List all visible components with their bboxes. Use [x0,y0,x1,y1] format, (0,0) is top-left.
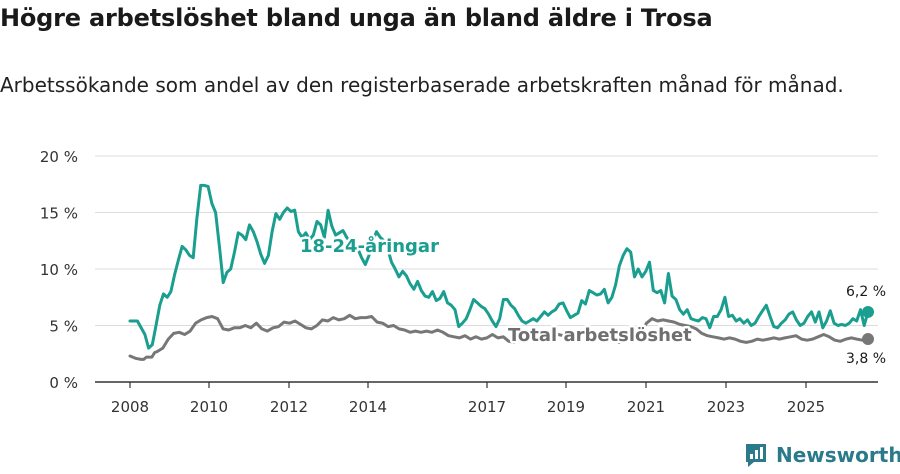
x-tick-label: 2023 [707,398,745,416]
y-tick-label: 10 % [40,261,78,279]
y-tick-label: 15 % [40,205,78,223]
grid-lines [95,155,878,383]
x-tick-label: 2012 [270,398,308,416]
series-line-total [128,313,870,361]
y-tick-label: 5 % [49,318,78,336]
series-lines [128,183,874,361]
end-label-youth: 6,2 % [846,284,886,300]
series-label-youth-halo: 18-24-åringar [300,235,439,257]
end-point-total [862,333,874,346]
series-label-youth: 18-24-åringar [300,235,439,257]
end-point-youth [862,305,874,318]
y-tick-label: 0 % [49,374,78,392]
x-tick-label: 2014 [349,398,387,416]
x-tick-label: 2017 [468,398,506,416]
y-tick-label: 20 % [40,148,78,166]
end-label-total: 3,8 % [846,351,886,367]
series-labels: 6,2 %3,8 %18-24-åringar18-24-åringarTota… [298,233,887,368]
chart-title: Högre arbetslöshet bland unga än bland ä… [0,4,713,32]
x-tick-label: 2019 [547,398,585,416]
x-axis-ticks: 2008 2010 2012 2014 2017 2019 2021 2023 2025 [111,382,825,416]
y-axis-ticks: 0 % 5 % 10 % 15 % 20 % [40,148,78,392]
brand-name: Newsworthy [776,443,900,467]
x-tick-label: 2025 [787,398,825,416]
brand-logo-area: Newsworthy [744,442,900,468]
chart-subtitle: Arbetssökande som andel av den registerb… [0,73,844,97]
x-tick-label: 2008 [111,398,149,416]
newsworthy-logo-icon [746,444,766,467]
series-line-youth [128,183,870,350]
x-tick-label: 2010 [190,398,228,416]
x-tick-label: 2021 [627,398,665,416]
series-label-total-halo: Total arbetslöshet [508,325,692,346]
series-label-total: Total arbetslöshet [508,325,692,346]
